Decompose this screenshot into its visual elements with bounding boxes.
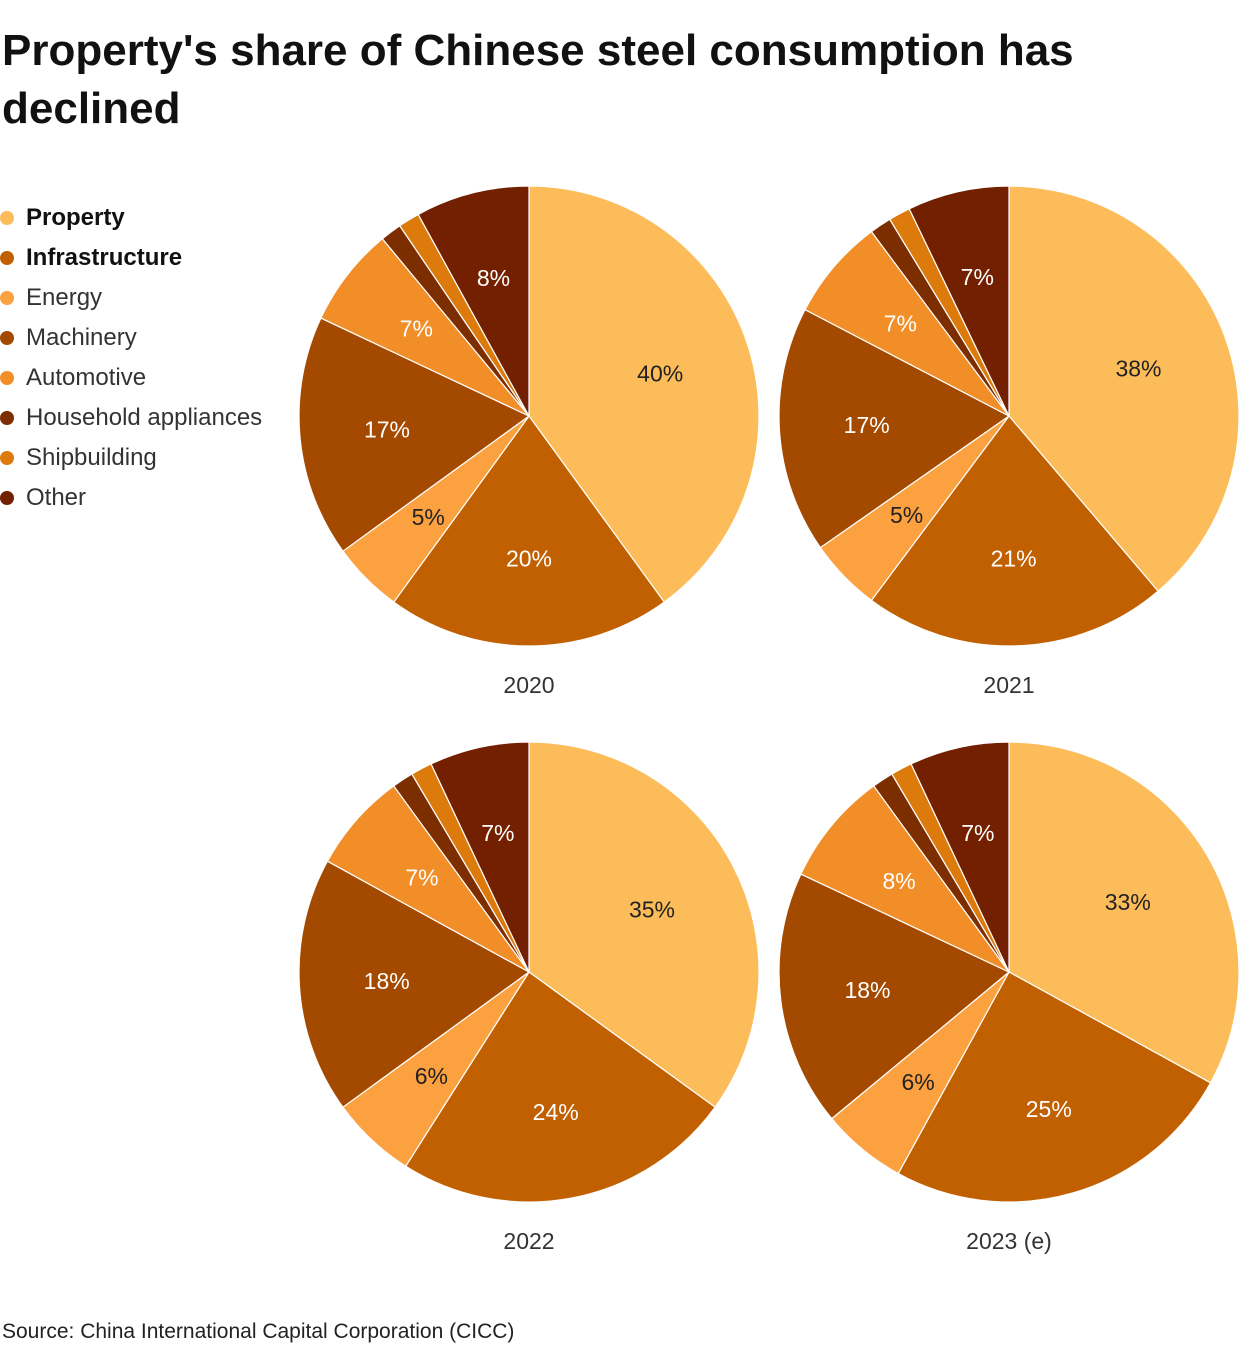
- slice-label: 8%: [477, 265, 510, 291]
- pie-slice-infrastructure: [392, 414, 666, 647]
- legend: Property Infrastructure Energy Machinery…: [0, 198, 300, 518]
- slice-label: 5%: [412, 504, 445, 530]
- legend-label: Infrastructure: [26, 244, 183, 271]
- pie-slice-automotive: [804, 230, 1010, 417]
- source-note: Source: China International Capital Corp…: [2, 1320, 515, 1343]
- pie-2022: 35% 24% 6% 18% 7% 7% 2022: [298, 741, 760, 1254]
- legend-label: Shipbuilding: [26, 444, 157, 471]
- slice-label: 17%: [844, 412, 890, 438]
- pie-year-label: 2020: [503, 672, 554, 698]
- slice-label: 7%: [405, 865, 438, 891]
- chart-title: Property's share of Chinese steel consum…: [2, 26, 1074, 133]
- legend-label: Other: [26, 484, 87, 511]
- legend-item-shipbuilding: Shipbuilding: [0, 438, 300, 478]
- slice-label: 20%: [506, 546, 552, 572]
- legend-item-other: Other: [0, 478, 300, 518]
- legend-item-energy: Energy: [0, 278, 300, 318]
- pie-2020: 40% 20% 5% 17% 7% 8% 2020: [298, 185, 760, 698]
- slice-label: 7%: [481, 820, 514, 846]
- legend-swatch: [0, 291, 14, 305]
- slice-label: 24%: [533, 1099, 579, 1125]
- pie-slice-machinery: [778, 873, 1011, 1120]
- slice-label: 40%: [637, 360, 683, 386]
- slice-label: 7%: [961, 820, 994, 846]
- pie-slice-other: [417, 185, 530, 417]
- legend-swatch: [0, 331, 14, 345]
- legend-swatch: [0, 451, 14, 465]
- pie-2023-e: 33% 25% 6% 18% 8% 7% 2023 (e): [778, 741, 1240, 1254]
- slice-label: 38%: [1115, 355, 1161, 381]
- pie-slice-property: [1008, 185, 1240, 592]
- legend-label: Property: [26, 204, 125, 231]
- legend-label: Automotive: [26, 364, 147, 391]
- pie-slice-automotive: [320, 237, 530, 417]
- pie-year-label: 2021: [983, 672, 1034, 698]
- legend-item-machinery: Machinery: [0, 318, 300, 358]
- pie-year-label: 2023 (e): [966, 1228, 1052, 1254]
- legend-swatch: [0, 211, 14, 225]
- slice-label: 7%: [884, 311, 917, 337]
- slice-label: 18%: [364, 968, 410, 994]
- pie-slice-other: [910, 741, 1010, 973]
- legend-swatch: [0, 411, 14, 425]
- pie-slice-other: [908, 185, 1010, 417]
- pie-slice-automotive: [800, 785, 1010, 973]
- slice-label: 17%: [364, 416, 410, 442]
- legend-label: Energy: [26, 284, 103, 311]
- slice-label: 33%: [1105, 889, 1151, 915]
- slice-label: 5%: [890, 502, 923, 528]
- pie-slice-infrastructure: [404, 971, 716, 1203]
- slice-label: 35%: [629, 896, 675, 922]
- pie-slice-other: [430, 741, 530, 973]
- legend-swatch: [0, 371, 14, 385]
- pie-charts: 40% 20% 5% 17% 7% 8% 2020 38% 21% 5% 17% 7% 7% 2021 35…: [298, 185, 1240, 1254]
- legend-swatch: [0, 251, 14, 265]
- slice-label: 6%: [901, 1069, 934, 1095]
- legend-item-infrastructure: Infrastructure: [0, 238, 300, 278]
- legend-label: Household appliances: [26, 404, 263, 431]
- slice-label: 7%: [400, 316, 433, 342]
- slice-label: 21%: [991, 546, 1037, 572]
- legend-item-property: Property: [0, 198, 300, 238]
- pie-2021: 38% 21% 5% 17% 7% 7% 2021: [778, 185, 1240, 698]
- pie-slice-property: [528, 741, 760, 1109]
- legend-item-automotive: Automotive: [0, 358, 300, 398]
- pie-slice-machinery: [778, 308, 1011, 549]
- legend-swatch: [0, 491, 14, 505]
- pie-slice-infrastructure: [870, 415, 1159, 647]
- slice-label: 6%: [415, 1063, 448, 1089]
- slice-label: 8%: [882, 868, 915, 894]
- slice-label: 7%: [961, 264, 994, 290]
- slice-label: 18%: [844, 977, 890, 1003]
- pie-slice-machinery: [298, 317, 531, 553]
- pie-slice-property: [528, 185, 760, 603]
- pie-year-label: 2022: [503, 1228, 554, 1254]
- slice-label: 25%: [1026, 1096, 1072, 1122]
- legend-label: Machinery: [26, 324, 137, 351]
- legend-item-household-appliances: Household appliances: [0, 398, 300, 438]
- pie-slice-machinery: [298, 860, 531, 1109]
- pie-slice-infrastructure: [897, 971, 1212, 1203]
- pie-slice-property: [1008, 741, 1240, 1084]
- pie-slice-automotive: [326, 785, 530, 973]
